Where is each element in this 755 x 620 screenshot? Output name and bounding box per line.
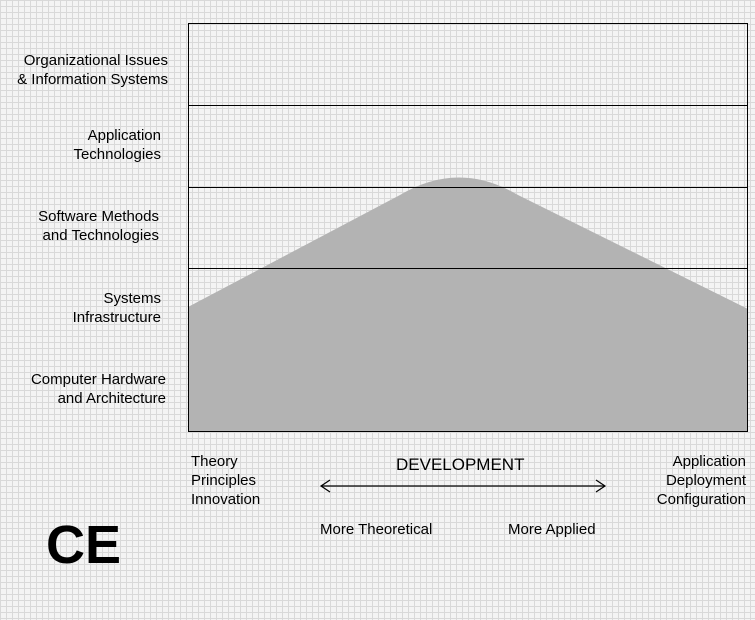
discipline-label: CE [46, 515, 122, 575]
development-arrow [319, 479, 607, 493]
row-label-systems-infrastructure: Systems Infrastructure [72, 290, 161, 326]
more-theoretical-label: More Theoretical [320, 521, 433, 538]
theory-principles-innovation-label: Theory Principles Innovation [191, 453, 261, 508]
more-applied-label: More Applied [508, 521, 596, 538]
row-label-organizational-issues: Organizational Issues & Information Syst… [17, 52, 168, 88]
diagram-frame [188, 23, 748, 432]
row-label-software-methods: Software Methods and Technologies [38, 208, 159, 244]
row-label-application-technologies: Application Technologies [73, 127, 161, 163]
discipline-coverage-shape [188, 177, 748, 432]
development-label: DEVELOPMENT [396, 455, 525, 474]
application-deployment-configuration-label: Application Deployment Configuration [656, 453, 746, 508]
row-label-computer-hardware: Computer Hardware and Architecture [30, 371, 166, 407]
